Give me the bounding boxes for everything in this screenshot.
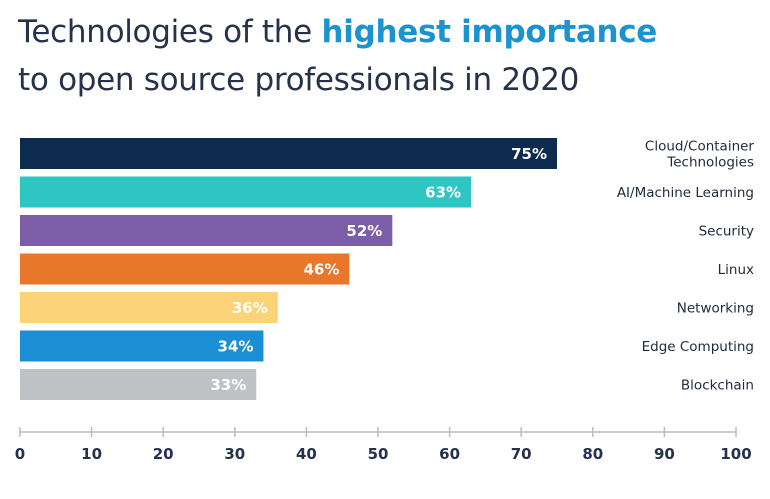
x-tick-label: 0	[15, 445, 25, 463]
bar-value-label: 52%	[346, 222, 382, 240]
category-label: Cloud/Container	[645, 139, 755, 155]
chart-title-highlight: highest importance	[321, 14, 658, 50]
bar-value-label: 63%	[425, 184, 461, 202]
x-tick-label: 20	[153, 445, 174, 463]
bar-6	[20, 330, 264, 362]
bar-3	[20, 215, 393, 246]
category-label: Blockchain	[681, 378, 754, 394]
bar-1	[20, 138, 557, 169]
x-tick-label: 60	[439, 445, 460, 463]
bar-4	[20, 253, 350, 285]
x-tick-label: 30	[224, 445, 245, 463]
category-label: Edge Computing	[642, 339, 754, 355]
category-label: Networking	[677, 301, 754, 317]
x-tick-label: 50	[368, 445, 389, 463]
chart-title-line-1: Technologies of the highest importance	[18, 14, 657, 50]
chart-title-prefix: Technologies of the	[18, 14, 322, 50]
x-tick-label: 90	[654, 445, 675, 463]
x-tick-label: 40	[296, 445, 317, 463]
bar-value-label: 34%	[218, 338, 254, 356]
bar-value-label: 33%	[210, 376, 246, 394]
x-tick-label: 70	[511, 445, 532, 463]
bar-value-label: 75%	[511, 145, 547, 163]
x-tick-label: 80	[582, 445, 603, 463]
bar-7	[20, 369, 257, 400]
bars-group: 75% 63% 52% 46% 36% 34% 33%	[20, 138, 557, 400]
category-label: AI/Machine Learning	[617, 185, 754, 201]
category-label: Security	[699, 224, 754, 240]
x-axis: 0 10 20 30 40 50 60 70 80 90 100	[15, 427, 752, 463]
bar-value-label: 46%	[303, 261, 339, 279]
x-tick-label: 10	[81, 445, 102, 463]
bar-value-label: 36%	[232, 299, 268, 317]
category-label: Technologies	[666, 155, 754, 171]
chart-title-line-2: to open source professionals in 2020	[18, 62, 580, 98]
bar-5	[20, 292, 278, 323]
x-tick-label: 100	[720, 445, 751, 463]
bar-2	[20, 176, 472, 208]
category-label: Linux	[718, 262, 754, 278]
